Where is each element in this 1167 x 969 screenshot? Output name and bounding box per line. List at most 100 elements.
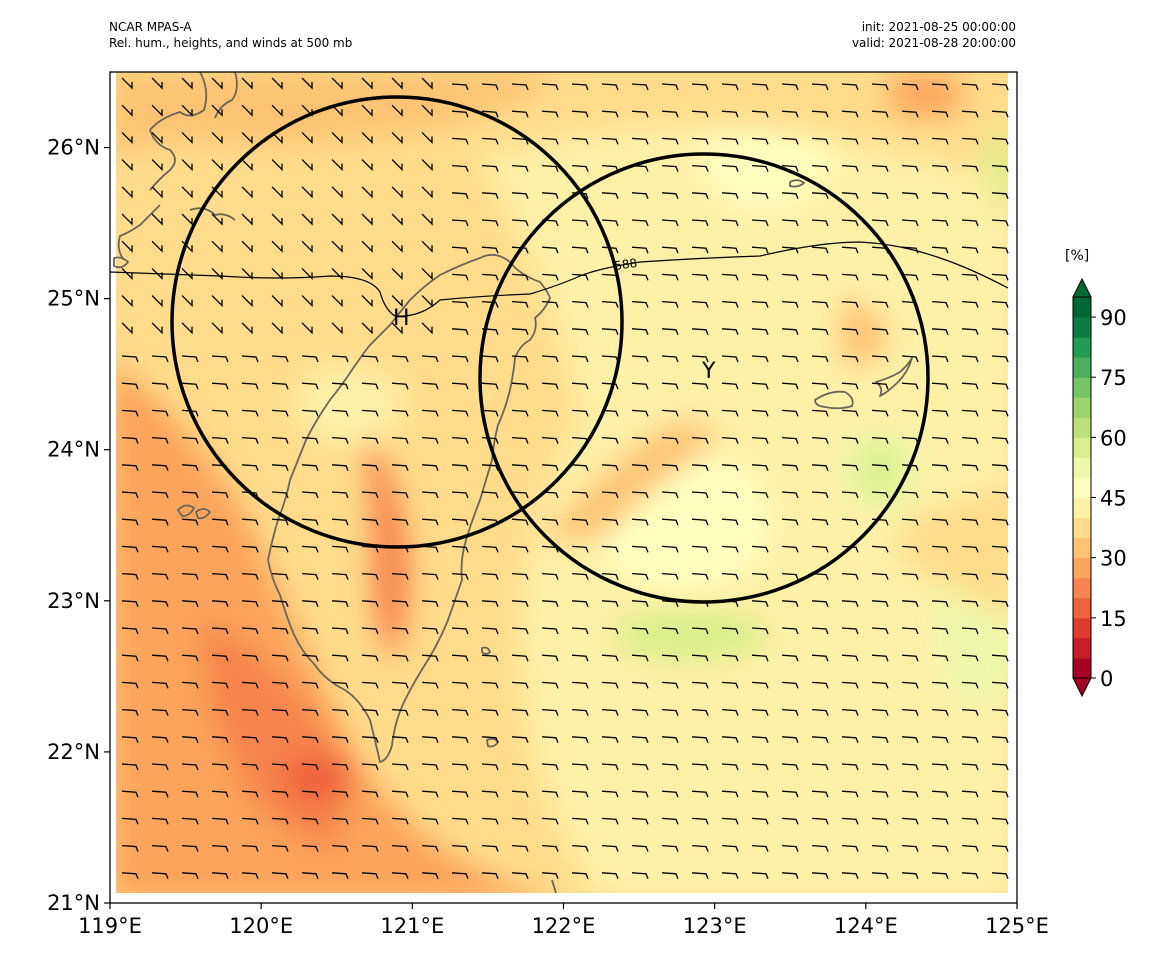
wind-barb bbox=[721, 110, 739, 118]
wind-barb bbox=[751, 409, 769, 417]
model-name: NCAR MPAS-A bbox=[109, 20, 192, 34]
wind-barb bbox=[151, 736, 169, 744]
wind-barb bbox=[241, 790, 259, 798]
wind-barb bbox=[541, 110, 559, 118]
wind-barb bbox=[691, 137, 709, 145]
wind-barb bbox=[751, 545, 769, 553]
wind-barb bbox=[871, 355, 889, 363]
wind-barb bbox=[901, 382, 919, 390]
wind-barb bbox=[121, 654, 139, 662]
wind-barb bbox=[481, 736, 499, 744]
wind-barb bbox=[871, 273, 889, 281]
wind-barb bbox=[541, 491, 559, 499]
wind-barb bbox=[751, 627, 769, 635]
wind-barb bbox=[391, 872, 409, 880]
wind-barb bbox=[271, 736, 289, 744]
wind-barb bbox=[421, 355, 439, 363]
wind-barb bbox=[721, 790, 739, 798]
wind-barb bbox=[151, 491, 169, 499]
wind-barb bbox=[841, 192, 859, 200]
wind-barb bbox=[571, 328, 589, 336]
wind-barb bbox=[931, 355, 949, 363]
wind-barb bbox=[781, 328, 799, 336]
wind-barb bbox=[121, 572, 139, 580]
wind-barb bbox=[571, 600, 589, 608]
y-axis: 21°N 22°N 23°N 24°N 25°N 26°N bbox=[47, 136, 110, 915]
wind-barb bbox=[721, 436, 739, 444]
wind-barb bbox=[991, 219, 1009, 227]
wind-barb bbox=[421, 817, 439, 825]
wind-barb bbox=[871, 545, 889, 553]
wind-barb bbox=[391, 518, 409, 526]
wind-barb bbox=[211, 654, 229, 662]
wind-barb bbox=[781, 736, 799, 744]
wind-barb bbox=[391, 817, 409, 825]
wind-barb bbox=[211, 790, 229, 798]
wind-barb bbox=[361, 77, 373, 90]
wind-barb bbox=[571, 110, 589, 118]
wind-barb bbox=[271, 817, 289, 825]
wind-barb bbox=[511, 708, 529, 716]
wind-barb bbox=[751, 328, 769, 336]
wind-barb bbox=[571, 355, 589, 363]
wind-barb bbox=[151, 355, 169, 363]
wind-barb bbox=[361, 464, 379, 472]
wind-barb bbox=[301, 518, 319, 526]
wind-barb bbox=[661, 708, 679, 716]
wind-barb bbox=[331, 186, 343, 199]
wind-barb bbox=[991, 137, 1009, 145]
green-patch-northeast bbox=[986, 130, 1014, 210]
wind-barb bbox=[751, 164, 769, 172]
wind-barb bbox=[541, 736, 559, 744]
wind-barb bbox=[721, 219, 739, 227]
wind-barb bbox=[451, 491, 469, 499]
wind-barb bbox=[961, 844, 979, 852]
wind-barb bbox=[931, 300, 949, 308]
wind-barb bbox=[421, 131, 433, 144]
wind-barb bbox=[691, 273, 709, 281]
wind-barb bbox=[331, 464, 349, 472]
wind-barb bbox=[481, 83, 499, 91]
wind-barb bbox=[181, 186, 193, 199]
wind-barb bbox=[931, 328, 949, 336]
wind-barb bbox=[631, 192, 649, 200]
moist-patch-taiwan bbox=[295, 365, 405, 445]
wind-barb bbox=[541, 600, 559, 608]
wind-barb bbox=[811, 382, 829, 390]
wind-barb bbox=[151, 295, 163, 308]
wind-barb bbox=[751, 273, 769, 281]
island-penghu-2 bbox=[195, 508, 211, 520]
wind-barb bbox=[661, 246, 679, 254]
wind-barb bbox=[481, 681, 499, 689]
wind-barb bbox=[241, 464, 259, 472]
wind-barb bbox=[661, 110, 679, 118]
wind-barb bbox=[331, 790, 349, 798]
wind-barb bbox=[841, 382, 859, 390]
wind-barb bbox=[781, 654, 799, 662]
wind-barb bbox=[361, 790, 379, 798]
wind-barb bbox=[571, 817, 589, 825]
wind-barb bbox=[661, 464, 679, 472]
wind-barb bbox=[271, 872, 289, 880]
wind-barb bbox=[841, 518, 859, 526]
wind-barb bbox=[631, 790, 649, 798]
wind-barb bbox=[811, 409, 829, 417]
wind-barb bbox=[421, 681, 439, 689]
wind-barb bbox=[451, 355, 469, 363]
x-tick-label: 125°E bbox=[985, 914, 1049, 938]
wind-barb bbox=[751, 219, 769, 227]
wind-barb bbox=[511, 872, 529, 880]
wind-barb bbox=[151, 790, 169, 798]
wind-barb bbox=[721, 817, 739, 825]
wind-barb bbox=[601, 545, 619, 553]
wind-barb bbox=[901, 790, 919, 798]
wind-barb bbox=[481, 300, 499, 308]
wind-barb bbox=[901, 627, 919, 635]
wind-barb bbox=[481, 872, 499, 880]
island-ishigaki bbox=[875, 357, 913, 397]
y-tick-label: 26°N bbox=[47, 136, 100, 160]
wind-barb bbox=[721, 382, 739, 390]
wind-barb bbox=[811, 518, 829, 526]
wind-barb bbox=[481, 164, 499, 172]
wind-barb bbox=[181, 240, 193, 253]
